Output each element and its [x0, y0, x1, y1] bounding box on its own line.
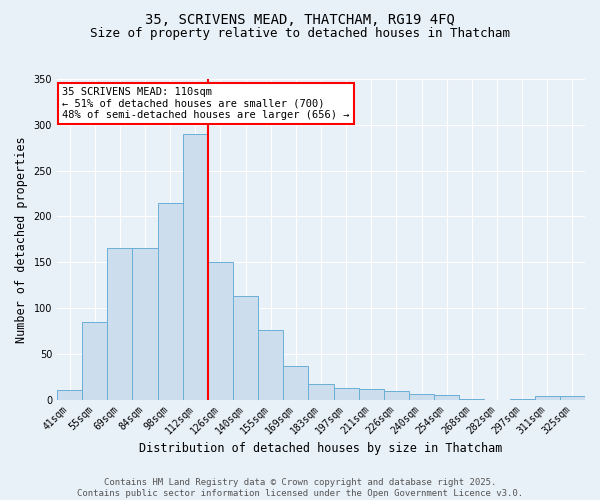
Bar: [57, 390, 82, 400]
Bar: [183, 134, 208, 400]
Bar: [535, 396, 560, 400]
Bar: [158, 202, 183, 400]
Bar: [384, 392, 409, 400]
Bar: [409, 394, 434, 400]
Bar: [258, 330, 283, 400]
Bar: [459, 398, 484, 400]
Bar: [308, 384, 334, 400]
Bar: [233, 296, 258, 400]
Bar: [283, 366, 308, 400]
Text: 35, SCRIVENS MEAD, THATCHAM, RG19 4FQ: 35, SCRIVENS MEAD, THATCHAM, RG19 4FQ: [145, 12, 455, 26]
Text: Contains HM Land Registry data © Crown copyright and database right 2025.
Contai: Contains HM Land Registry data © Crown c…: [77, 478, 523, 498]
Y-axis label: Number of detached properties: Number of detached properties: [15, 136, 28, 342]
Bar: [334, 388, 359, 400]
Bar: [434, 395, 459, 400]
Bar: [208, 262, 233, 400]
Text: 35 SCRIVENS MEAD: 110sqm
← 51% of detached houses are smaller (700)
48% of semi-: 35 SCRIVENS MEAD: 110sqm ← 51% of detach…: [62, 87, 350, 120]
Bar: [509, 398, 535, 400]
Bar: [560, 396, 585, 400]
X-axis label: Distribution of detached houses by size in Thatcham: Distribution of detached houses by size …: [139, 442, 503, 455]
Bar: [133, 248, 158, 400]
Text: Size of property relative to detached houses in Thatcham: Size of property relative to detached ho…: [90, 28, 510, 40]
Bar: [82, 322, 107, 400]
Bar: [359, 388, 384, 400]
Bar: [107, 248, 133, 400]
